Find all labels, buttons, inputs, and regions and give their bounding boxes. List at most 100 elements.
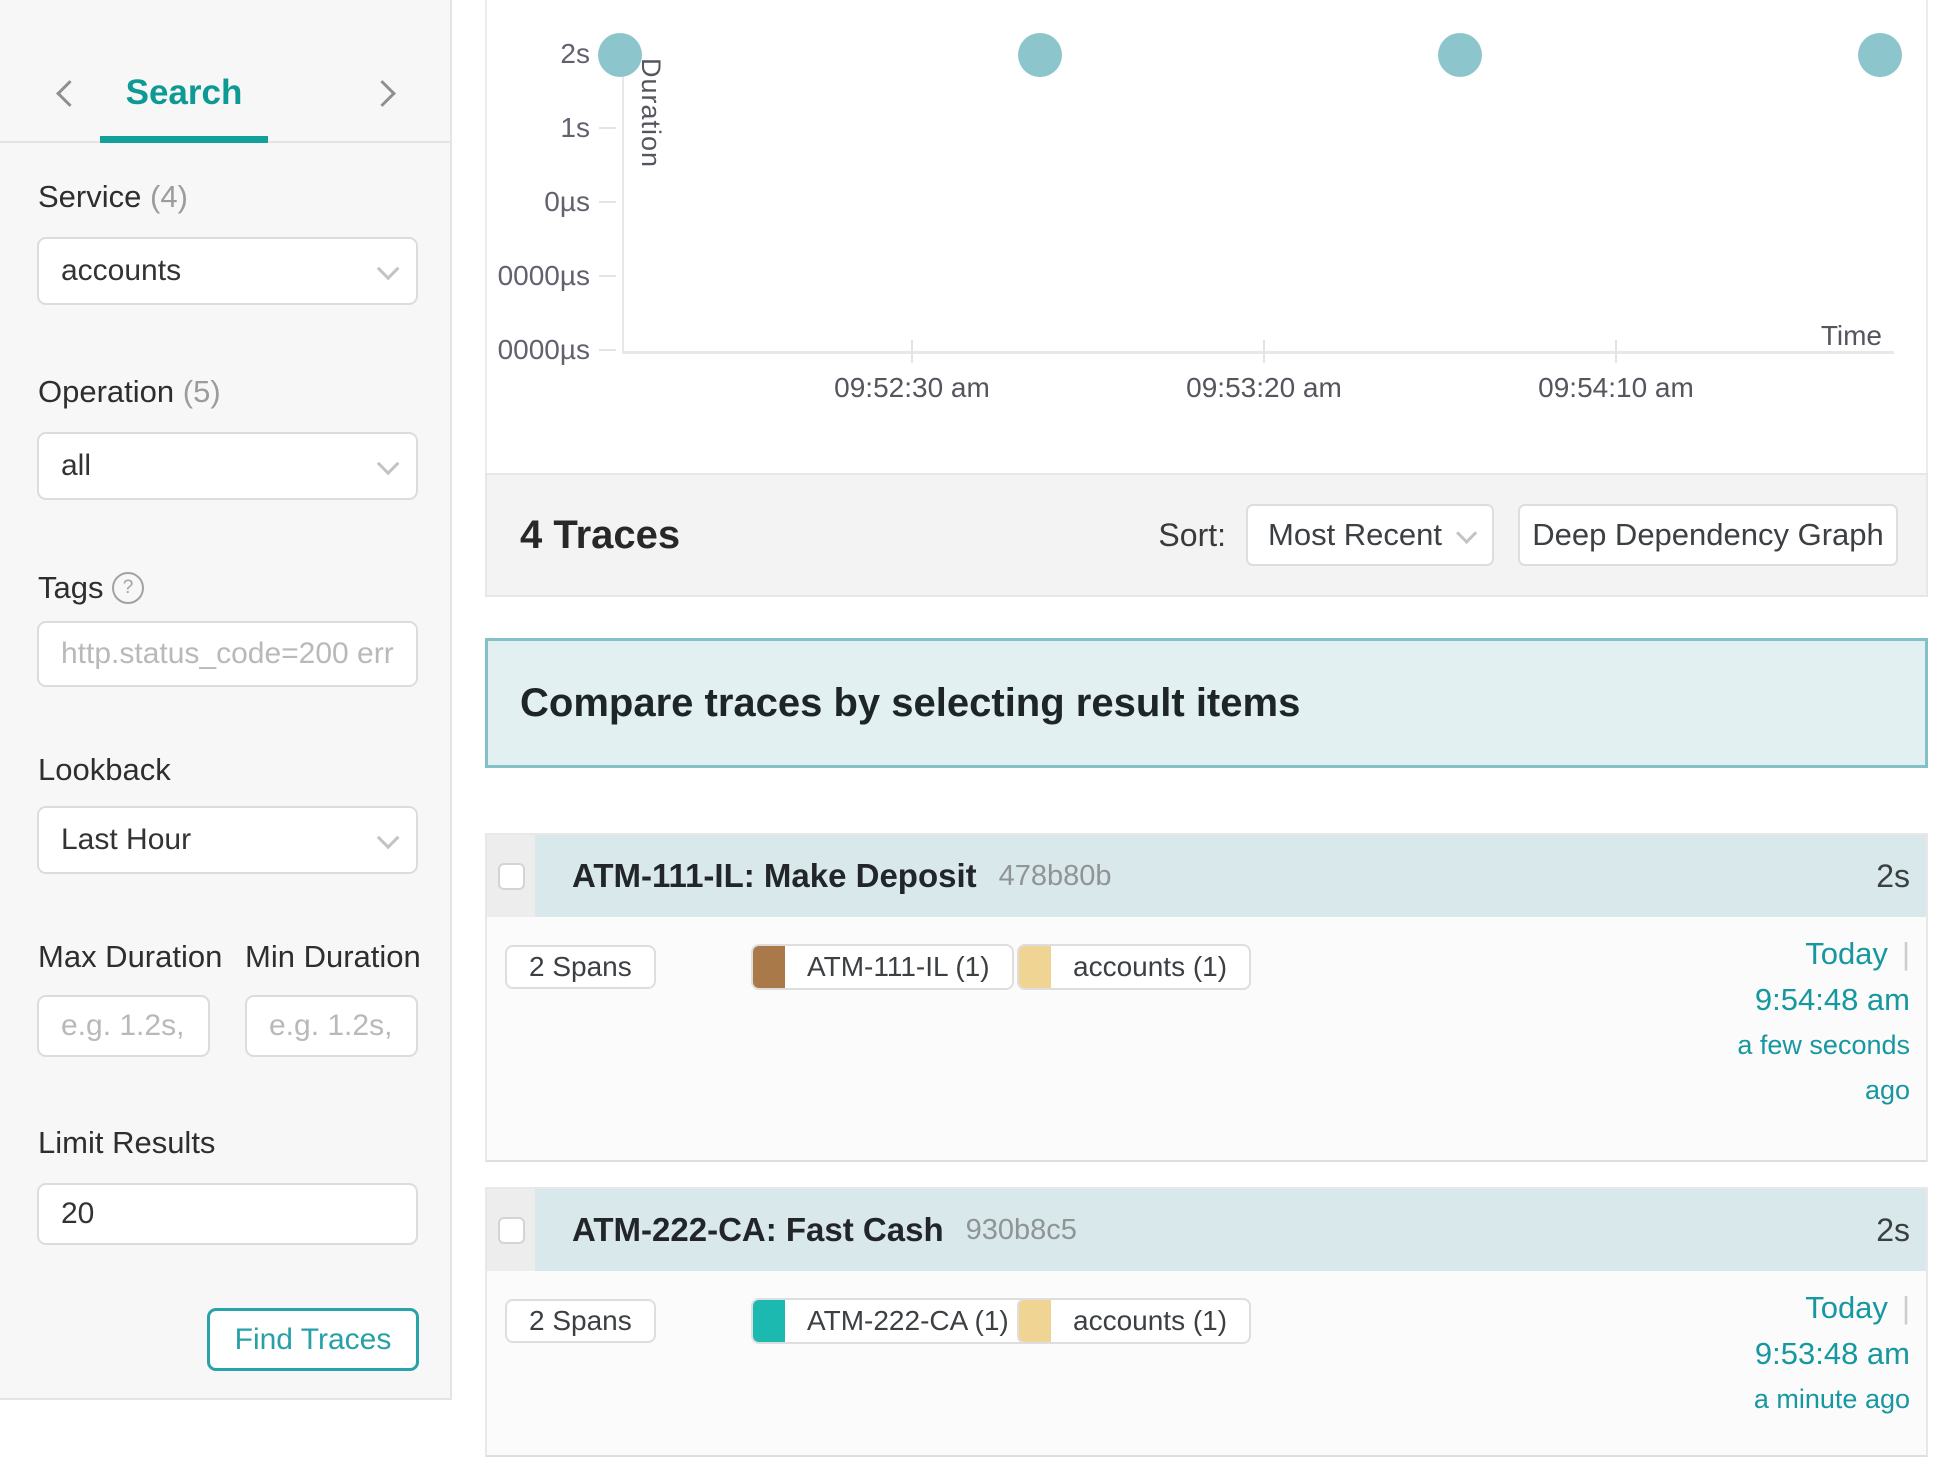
y-tick [599, 201, 616, 203]
service-select-value: accounts [61, 254, 182, 287]
x-tick-label: 09:54:10 am [1538, 372, 1694, 403]
limit-results-input[interactable] [37, 1183, 418, 1245]
min-duration-input[interactable] [245, 995, 418, 1057]
sort-select-value: Most Recent [1268, 517, 1443, 552]
service-color-chip [753, 1300, 785, 1342]
chevron-down-icon [1456, 522, 1478, 544]
lookback-select-value: Last Hour [61, 823, 192, 856]
main-content: Duration Time 2s 1s 0µs 0000µs 0000µs 09:52:3… [485, 0, 1928, 1472]
date-separator: | [1901, 1290, 1910, 1325]
trace-id: 478b80b [998, 859, 1112, 892]
trace-result-item[interactable]: ATM-111-IL: Make Deposit 478b80b 2s 2 Sp… [485, 833, 1928, 1162]
tab-active-underline [100, 136, 268, 143]
y-tick [599, 127, 616, 129]
trace-select-checkbox[interactable] [497, 1216, 525, 1244]
traces-count: 4 Traces [520, 512, 681, 557]
x-tick-label: 09:53:20 am [1186, 372, 1342, 403]
x-tick [1263, 340, 1265, 363]
trace-time: 9:54:48 am [1754, 982, 1910, 1017]
date-separator: | [1901, 936, 1910, 971]
y-tick-label: 0000µs [497, 334, 590, 365]
trace-time-block: Today | 9:54:48 am a few seconds ago [1737, 931, 1910, 1113]
operation-label: Operation (5) [38, 374, 221, 409]
x-tick-label: 09:52:30 am [834, 372, 990, 403]
tab-search[interactable]: Search [125, 73, 243, 112]
limit-results-label: Limit Results [38, 1125, 216, 1160]
sidebar-tab-row: Search [0, 0, 450, 143]
chevron-right-icon[interactable] [369, 80, 396, 107]
sort-label: Sort: [1158, 516, 1226, 553]
tags-input[interactable] [37, 621, 418, 687]
trace-id: 930b8c5 [965, 1213, 1077, 1246]
data-point[interactable] [1018, 33, 1062, 77]
x-tick [911, 340, 913, 363]
data-point[interactable] [598, 33, 642, 77]
y-tick [599, 349, 616, 351]
checkbox-cell [487, 835, 535, 917]
service-tag: ATM-111-IL (1) [751, 944, 1014, 990]
y-tick-label: 0µs [544, 186, 590, 217]
y-tick-label: 2s [560, 38, 590, 69]
checkbox-cell [487, 1189, 535, 1271]
min-duration-label: Min Duration [245, 939, 421, 974]
service-tag: accounts (1) [1017, 944, 1252, 990]
operation-select-value: all [61, 449, 92, 482]
service-label: Service (4) [38, 179, 188, 214]
trace-time: 9:53:48 am [1754, 1336, 1910, 1371]
data-point[interactable] [1438, 33, 1482, 77]
x-axis-title: Time [1820, 320, 1882, 351]
x-axis-line [622, 351, 1894, 354]
service-color-chip [1019, 946, 1051, 988]
lookback-label: Lookback [38, 752, 171, 787]
max-duration-label: Max Duration [38, 939, 223, 974]
span-count-pill: 2 Spans [505, 1299, 656, 1343]
chevron-down-icon [376, 826, 400, 850]
max-duration-input[interactable] [37, 995, 210, 1057]
trace-body: 2 Spans ATM-111-IL (1) accounts (1) Toda… [487, 917, 1926, 1160]
trace-relative-time: a few seconds [1737, 1030, 1910, 1060]
trace-date: Today [1805, 1290, 1888, 1325]
trace-header: ATM-222-CA: Fast Cash 930b8c5 2s [487, 1189, 1926, 1271]
deep-dependency-graph-button[interactable]: Deep Dependency Graph [1518, 504, 1898, 566]
trace-body: 2 Spans ATM-222-CA (1) accounts (1) Toda… [487, 1271, 1926, 1455]
trace-relative-time: ago [1864, 1075, 1910, 1105]
trace-relative-time: a minute ago [1753, 1384, 1910, 1414]
help-icon[interactable]: ? [112, 572, 144, 604]
find-traces-button[interactable]: Find Traces [207, 1308, 419, 1371]
results-bar-controls: Sort: Most Recent Deep Dependency Graph [1158, 504, 1898, 566]
chevron-left-icon[interactable] [56, 80, 83, 107]
service-tag: accounts (1) [1017, 1298, 1252, 1344]
tags-label: Tags [38, 570, 104, 605]
y-axis-title: Duration [636, 58, 666, 169]
operation-select[interactable]: all [37, 432, 418, 500]
chevron-down-icon [376, 257, 400, 281]
compare-banner-text: Compare traces by selecting result items [520, 680, 1301, 725]
trace-title[interactable]: ATM-111-IL: Make Deposit [572, 857, 977, 894]
service-color-chip [753, 946, 785, 988]
results-bar: 4 Traces Sort: Most Recent Deep Dependen… [485, 473, 1928, 597]
trace-duration: 2s [1876, 857, 1910, 894]
trace-result-item[interactable]: ATM-222-CA: Fast Cash 930b8c5 2s 2 Spans… [485, 1187, 1928, 1457]
compare-banner: Compare traces by selecting result items [485, 638, 1928, 768]
trace-select-checkbox[interactable] [497, 862, 525, 890]
service-tag: ATM-222-CA (1) [751, 1298, 1033, 1344]
service-select[interactable]: accounts [37, 237, 418, 305]
sort-select[interactable]: Most Recent [1246, 504, 1494, 566]
y-tick-label: 0000µs [497, 260, 590, 291]
data-point[interactable] [1858, 33, 1902, 77]
chevron-down-icon [376, 452, 400, 476]
y-axis-line [622, 38, 624, 353]
trace-title[interactable]: ATM-222-CA: Fast Cash [572, 1211, 944, 1248]
search-sidebar: Search Service (4) accounts Operation (5… [0, 0, 452, 1400]
trace-duration: 2s [1876, 1211, 1910, 1248]
span-count-pill: 2 Spans [505, 945, 656, 989]
duration-vs-time-chart: Duration Time 2s 1s 0µs 0000µs 0000µs 09:52:3… [485, 0, 1928, 473]
trace-time-block: Today | 9:53:48 am a minute ago [1754, 1285, 1910, 1422]
x-tick [1615, 340, 1617, 363]
trace-header: ATM-111-IL: Make Deposit 478b80b 2s [487, 835, 1926, 917]
y-tick-label: 1s [560, 112, 590, 143]
y-tick [599, 275, 616, 277]
lookback-select[interactable]: Last Hour [37, 806, 418, 874]
trace-date: Today [1805, 936, 1888, 971]
service-color-chip [1019, 1300, 1051, 1342]
